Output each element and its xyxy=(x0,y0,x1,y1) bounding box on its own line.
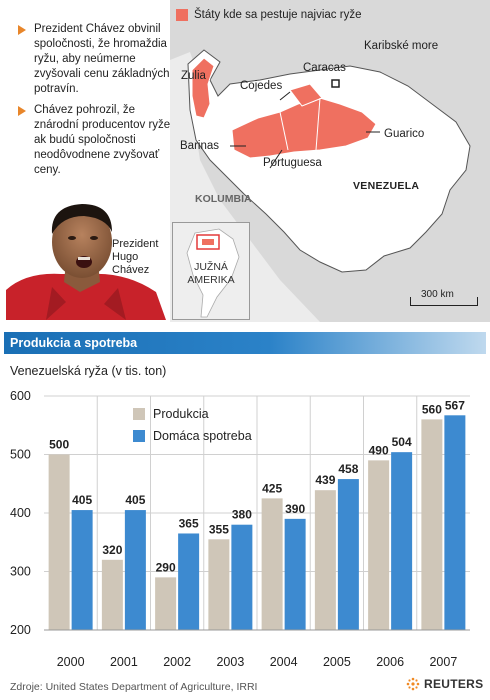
south-america-inset: JUŽNÁ AMERIKA xyxy=(172,222,250,320)
x-tick-label: 2001 xyxy=(110,655,138,669)
bar-spotreba xyxy=(444,415,466,630)
data-label-produkcia: 355 xyxy=(209,522,229,536)
data-label-produkcia: 425 xyxy=(262,481,282,495)
portrait-illustration xyxy=(6,204,166,320)
section-header-bar xyxy=(4,332,486,354)
bar-chart: 200 300 400 500 600 500 405 2000 320 405 2001 290 36… xyxy=(0,380,490,680)
bar-spotreba xyxy=(124,510,146,630)
data-label-spotreba: 365 xyxy=(179,516,199,530)
bullet-text: Chávez pohrozil, že znárodní producentov… xyxy=(34,104,171,176)
bullet-arrow-icon xyxy=(18,25,26,35)
reuters-logo: REUTERS xyxy=(406,677,483,691)
reuters-dots-icon xyxy=(406,677,420,691)
bar-chart-svg: 200 300 400 500 600 500 405 2000 320 405 2001 290 36… xyxy=(10,389,470,669)
bar-produkcia xyxy=(261,498,283,630)
inset-map xyxy=(186,228,240,318)
bar-produkcia xyxy=(208,539,230,630)
x-tick-label: 2003 xyxy=(216,655,244,669)
label-zulia: Zulia xyxy=(181,70,206,82)
x-tick-label: 2007 xyxy=(429,655,457,669)
data-label-produkcia: 320 xyxy=(102,543,122,557)
y-tick-label: 200 xyxy=(10,623,31,637)
label-caracas: Caracas xyxy=(303,62,346,74)
bullet-list: Prezident Chávez obvinil spoločnosti, že… xyxy=(14,22,174,184)
bar-produkcia xyxy=(101,559,123,630)
bar-produkcia xyxy=(421,419,443,630)
bullet-item: Chávez pohrozil, že znárodní producentov… xyxy=(14,103,174,178)
bar-spotreba xyxy=(178,533,200,630)
label-juzna-amerika: JUŽNÁ AMERIKA xyxy=(187,261,235,286)
data-label-spotreba: 380 xyxy=(232,508,252,522)
legend-label-spotreba: Domáca spotreba xyxy=(153,429,252,443)
portrait-photo xyxy=(6,192,166,320)
reuters-logo-text: REUTERS xyxy=(424,677,484,691)
legend-swatch-produkcia xyxy=(133,408,145,420)
label-karibske-more: Karibské more xyxy=(364,40,439,52)
x-tick-label: 2005 xyxy=(323,655,351,669)
map-legend-swatch xyxy=(176,9,188,21)
map-legend-label: Štáty kde sa pestuje najviac ryže xyxy=(194,9,362,21)
label-kolumbia: KOLUMBIA xyxy=(195,193,252,205)
y-tick-label: 400 xyxy=(10,506,31,520)
label-cojedes: Cojedes xyxy=(240,80,283,92)
map-scale-bar xyxy=(410,297,478,306)
x-tick-label: 2006 xyxy=(376,655,404,669)
data-label-spotreba: 405 xyxy=(125,493,145,507)
bar-produkcia xyxy=(48,454,70,630)
legend-item-produkcia: Produkcia xyxy=(133,403,252,425)
chart-legend: Produkcia Domáca spotreba xyxy=(133,403,252,447)
bullet-text: Prezident Chávez obvinil spoločnosti, že… xyxy=(34,23,170,95)
data-label-produkcia: 439 xyxy=(315,473,335,487)
data-label-spotreba: 405 xyxy=(72,493,92,507)
bar-spotreba xyxy=(284,518,306,630)
x-tick-label: 2000 xyxy=(57,655,85,669)
y-tick-label: 300 xyxy=(10,565,31,579)
bar-spotreba xyxy=(71,510,93,630)
bar-produkcia xyxy=(155,577,177,630)
legend-swatch-spotreba xyxy=(133,430,145,442)
legend-item-spotreba: Domáca spotreba xyxy=(133,425,252,447)
bar-spotreba xyxy=(391,452,413,630)
label-guarico: Guarico xyxy=(384,128,425,140)
map-scale-label: 300 km xyxy=(421,289,454,300)
bar-spotreba xyxy=(337,479,359,630)
source-note: Zdroje: United States Department of Agri… xyxy=(10,681,258,693)
y-tick-label: 500 xyxy=(10,448,31,462)
data-label-produkcia: 560 xyxy=(422,402,442,416)
bullet-item: Prezident Chávez obvinil spoločnosti, že… xyxy=(14,22,174,97)
bar-produkcia xyxy=(368,460,390,630)
section-title: Produkcia a spotreba xyxy=(10,336,138,350)
bar-spotreba xyxy=(231,524,253,630)
data-label-spotreba: 458 xyxy=(338,462,358,476)
label-portuguesa: Portuguesa xyxy=(263,157,322,169)
portrait-caption: Prezident Hugo Chávez xyxy=(112,238,159,276)
y-tick-label: 600 xyxy=(10,389,31,403)
bar-produkcia xyxy=(314,490,336,630)
label-venezuela: VENEZUELA xyxy=(353,180,420,192)
data-label-produkcia: 500 xyxy=(49,438,69,452)
x-tick-label: 2002 xyxy=(163,655,191,669)
x-tick-label: 2004 xyxy=(270,655,298,669)
data-label-spotreba: 504 xyxy=(392,435,412,449)
label-barinas: Barinas xyxy=(180,140,219,152)
data-label-produkcia: 290 xyxy=(156,560,176,574)
data-label-spotreba: 390 xyxy=(285,502,305,516)
data-label-spotreba: 567 xyxy=(445,398,465,412)
legend-label-produkcia: Produkcia xyxy=(153,407,209,421)
chart-ylabel: Venezuelská ryža (v tis. ton) xyxy=(10,364,167,378)
data-label-produkcia: 490 xyxy=(369,443,389,457)
bullet-arrow-icon xyxy=(18,106,26,116)
map-legend: Štáty kde sa pestuje najviac ryže xyxy=(176,9,361,21)
